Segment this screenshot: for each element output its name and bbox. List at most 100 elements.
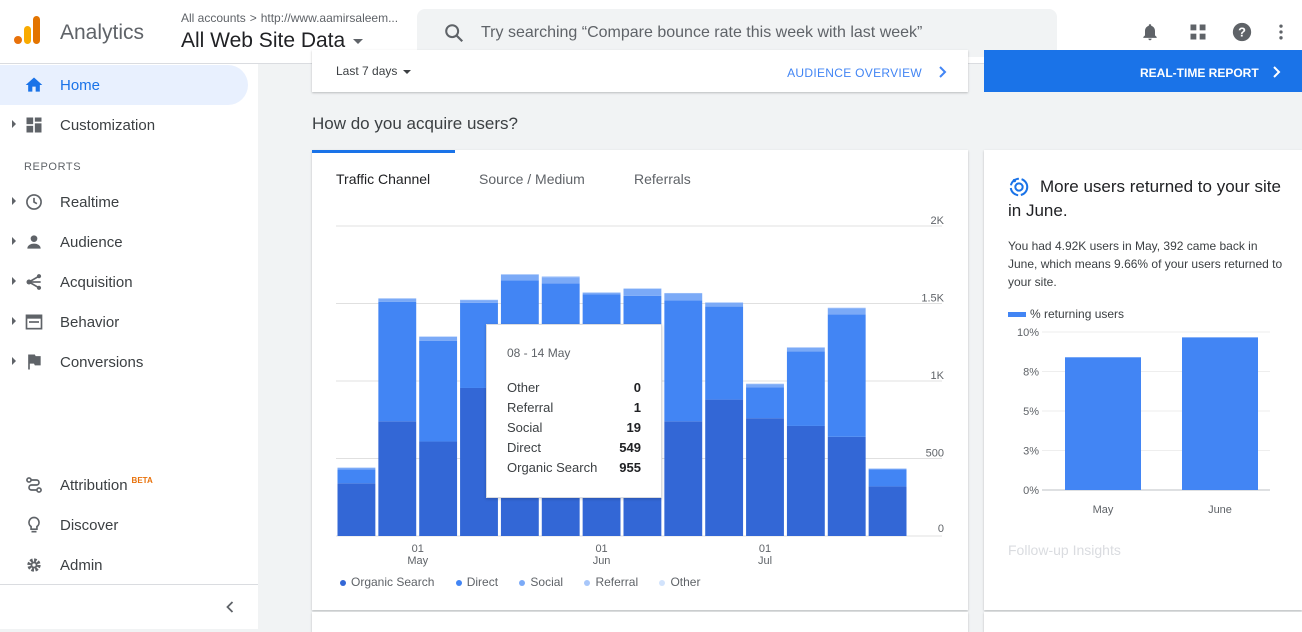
bar-segment: [868, 486, 907, 536]
bar-segment: [337, 467, 376, 470]
y-tick-label: 1.5K: [921, 293, 944, 305]
tooltip-row: Referral 1: [507, 400, 641, 415]
insight-title: More users returned to your site in June…: [1008, 177, 1281, 220]
sidebar-item-conversions[interactable]: Conversions: [0, 342, 248, 382]
bar-segment: [827, 436, 866, 536]
insight-legend: % returning users: [1008, 307, 1124, 321]
x-tick-label: 01: [412, 543, 424, 555]
audience-overview-link[interactable]: AUDIENCE OVERVIEW: [787, 66, 922, 80]
sidebar-footer: [0, 584, 258, 629]
bar-segment: [500, 280, 539, 330]
legend-item-direct[interactable]: Direct: [455, 575, 498, 589]
expand-arrow-icon: [12, 120, 16, 128]
date-range-selector[interactable]: Last 7 days: [336, 64, 412, 78]
bar-segment: [337, 467, 376, 468]
acquisition-card: Traffic Channel Source / Medium Referral…: [312, 150, 968, 610]
breadcrumb-root[interactable]: All accounts: [181, 11, 246, 25]
y-tick-label: 0%: [1023, 485, 1039, 497]
search-input[interactable]: Try searching “Compare bounce rate this …: [481, 24, 923, 41]
bar-segment: [868, 468, 907, 469]
analytics-logo[interactable]: [14, 16, 42, 48]
sidebar-item-label: Discover: [60, 517, 119, 534]
legend-item-referral[interactable]: Referral: [584, 575, 638, 589]
sidebar-item-label: Home: [60, 77, 101, 94]
bar-segment: [827, 308, 866, 315]
bar-segment: [786, 351, 825, 426]
tooltip-title: 08 - 14 May: [507, 346, 571, 360]
bar-segment: [541, 276, 580, 278]
sidebar-item-label: Behavior: [60, 314, 120, 331]
breadcrumb-account[interactable]: http://www.aamirsaleem...: [260, 11, 399, 25]
bar-segment: [827, 314, 866, 437]
legend-item-other[interactable]: Other: [659, 575, 700, 589]
legend-item-organic[interactable]: Organic Search: [340, 575, 434, 589]
sidebar-item-label: Customization: [60, 117, 156, 134]
realtime-report-button[interactable]: REAL-TIME REPORT: [984, 50, 1302, 92]
bar-segment: [419, 340, 458, 442]
sidebar-item-acquisition[interactable]: Acquisition: [0, 262, 248, 302]
svg-text:?: ?: [1238, 25, 1246, 40]
bar: [1182, 337, 1258, 490]
sidebar-item-label: Attribution BETA: [60, 476, 153, 494]
expand-arrow-icon: [12, 317, 16, 325]
bell-icon[interactable]: [1140, 22, 1160, 42]
bar-segment: [419, 336, 458, 341]
sidebar-item-audience[interactable]: Audience: [0, 222, 248, 262]
sidebar-item-discover[interactable]: Discover: [0, 505, 248, 545]
sidebar-item-customization[interactable]: Customization: [0, 105, 248, 145]
sidebar-item-home[interactable]: Home: [0, 65, 248, 105]
sidebar: Home Customization REPORTS Realtime Audi…: [0, 64, 258, 629]
sidebar-item-label: Admin: [60, 557, 103, 574]
tab-traffic-channel[interactable]: Traffic Channel: [336, 171, 431, 187]
tab-source-medium[interactable]: Source / Medium: [479, 171, 585, 187]
bar-segment: [868, 468, 907, 470]
help-icon[interactable]: ?: [1231, 21, 1253, 43]
sidebar-item-behavior[interactable]: Behavior: [0, 302, 248, 342]
insight-card: More users returned to your site in June…: [984, 150, 1302, 610]
x-tick-label: 01: [595, 543, 607, 555]
expand-arrow-icon: [12, 357, 16, 365]
sidebar-item-admin[interactable]: Admin: [0, 545, 248, 585]
y-tick-label: 3%: [1023, 446, 1039, 458]
more-vert-icon[interactable]: [1271, 22, 1291, 42]
bar: [1065, 357, 1141, 490]
caret-down-icon: [403, 69, 412, 74]
x-tick-label: June: [1208, 504, 1232, 516]
breadcrumb[interactable]: All accounts > http://www.aamirsaleem...: [181, 11, 406, 25]
bar-segment: [337, 469, 376, 484]
y-tick-label: 10%: [1017, 327, 1039, 339]
chevron-right-icon[interactable]: [938, 66, 948, 78]
apps-grid-icon[interactable]: [1188, 22, 1208, 42]
person-icon: [27, 235, 41, 249]
section-title: How do you acquire users?: [312, 114, 519, 133]
app-name: Analytics: [60, 21, 145, 44]
search-bar[interactable]: Try searching “Compare bounce rate this …: [417, 9, 1057, 57]
search-icon: [445, 24, 464, 43]
property-name: All Web Site Data: [181, 29, 346, 52]
insights-icon: [1009, 177, 1029, 197]
bar-segment: [705, 306, 744, 400]
tab-referrals[interactable]: Referrals: [634, 171, 691, 187]
legend-item-social[interactable]: Social: [519, 575, 563, 589]
sidebar-item-attribution[interactable]: Attribution BETA: [0, 465, 248, 505]
y-tick-label: 1K: [931, 370, 945, 382]
bar-segment: [500, 274, 539, 275]
x-tick-label: May: [407, 555, 428, 567]
dashboard-icon: [26, 117, 42, 133]
bar-segment: [378, 301, 417, 422]
property-selector[interactable]: All Web Site Data: [181, 29, 364, 53]
behavior-icon: [25, 314, 43, 330]
x-tick-label: Jul: [758, 555, 772, 567]
bar-segment: [786, 347, 825, 352]
sidebar-item-realtime[interactable]: Realtime: [0, 182, 248, 222]
reports-section-label: REPORTS: [24, 161, 82, 173]
sidebar-item-label: Realtime: [60, 194, 120, 211]
bar-segment: [419, 336, 458, 337]
bar-segment: [664, 421, 703, 536]
collapse-sidebar-icon[interactable]: [222, 599, 238, 615]
y-tick-label: 0: [938, 523, 944, 535]
bar-segment: [746, 383, 784, 385]
y-tick-label: 8%: [1023, 367, 1039, 379]
bar-segment: [664, 293, 703, 301]
followup-insights-link[interactable]: Follow-up Insights: [1008, 542, 1121, 558]
